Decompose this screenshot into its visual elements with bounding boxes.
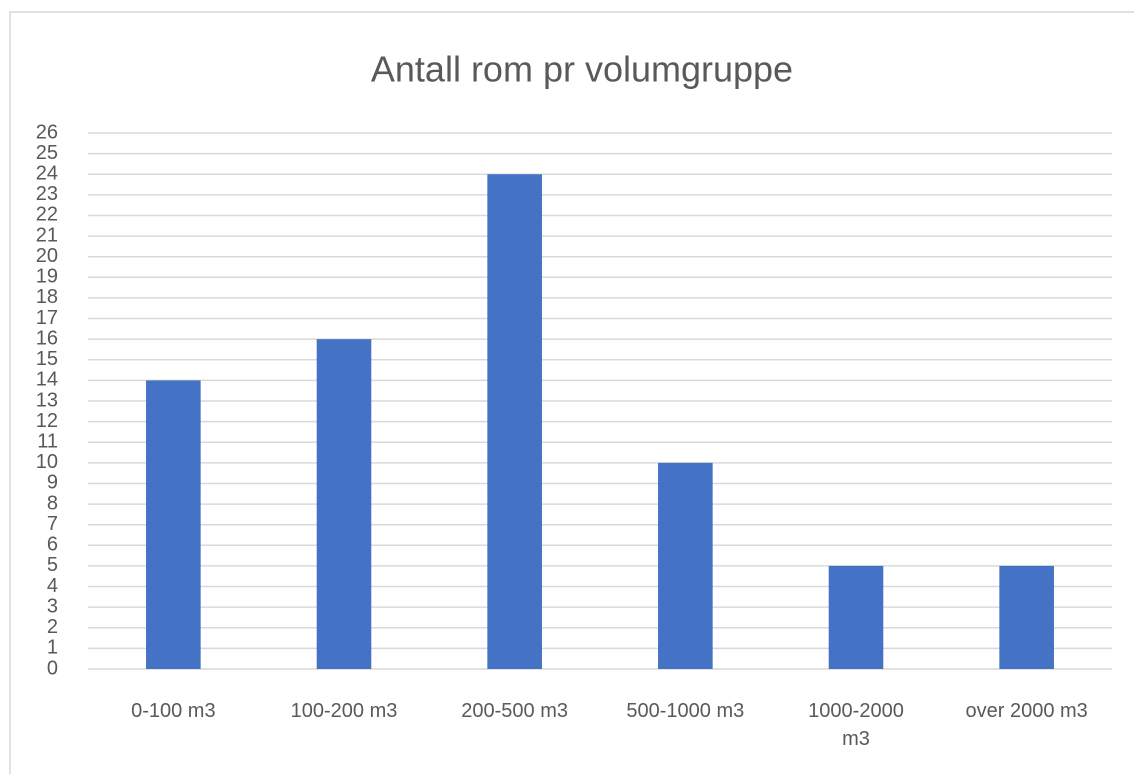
- bar: [999, 565, 1054, 669]
- bar: [316, 339, 372, 669]
- x-tick-label: 500-1000 m3: [626, 700, 745, 722]
- x-tick-label: over 2000 m3: [965, 700, 1088, 722]
- x-tick-label: 1000-2000 m3: [808, 700, 904, 750]
- y-tick-label: 9: [47, 472, 58, 494]
- bar: [828, 565, 884, 669]
- y-tick-label: 18: [36, 286, 58, 308]
- y-tick-label: 26: [36, 121, 58, 143]
- y-tick-label: 20: [36, 245, 58, 267]
- y-tick-label: 1: [47, 637, 58, 659]
- x-tick-label: 100-200 m3: [290, 700, 398, 722]
- y-tick-label: 2: [47, 616, 58, 638]
- y-tick-label: 0: [47, 657, 58, 679]
- y-tick-label: 23: [36, 183, 58, 205]
- bar: [487, 174, 542, 669]
- y-tick-label: 17: [36, 307, 58, 329]
- y-tick-label: 16: [36, 327, 58, 349]
- y-tick-label: 22: [36, 204, 58, 226]
- bar: [146, 380, 201, 669]
- y-tick-label: 7: [47, 513, 58, 535]
- y-tick-label: 15: [36, 348, 58, 370]
- y-tick-label: 5: [47, 554, 58, 576]
- y-tick-label: 12: [36, 410, 58, 432]
- y-tick-label: 10: [36, 451, 58, 473]
- y-tick-label: 24: [36, 163, 58, 185]
- x-tick-label: 200-500 m3: [461, 700, 569, 722]
- y-tick-label: 8: [47, 492, 58, 514]
- y-tick-label: 4: [47, 575, 58, 597]
- chart-title: Antall rom pr volumgruppe: [371, 49, 793, 90]
- y-tick-label: 11: [37, 431, 58, 453]
- bar: [658, 462, 713, 669]
- y-tick-label: 6: [47, 534, 58, 556]
- x-tick-label: 0-100 m3: [131, 700, 216, 722]
- y-tick-label: 25: [36, 142, 58, 164]
- y-tick-label: 19: [36, 266, 58, 288]
- y-tick-label: 21: [36, 224, 58, 246]
- y-tick-label: 13: [36, 389, 58, 411]
- y-tick-label: 3: [47, 595, 58, 617]
- y-tick-label: 14: [36, 369, 58, 391]
